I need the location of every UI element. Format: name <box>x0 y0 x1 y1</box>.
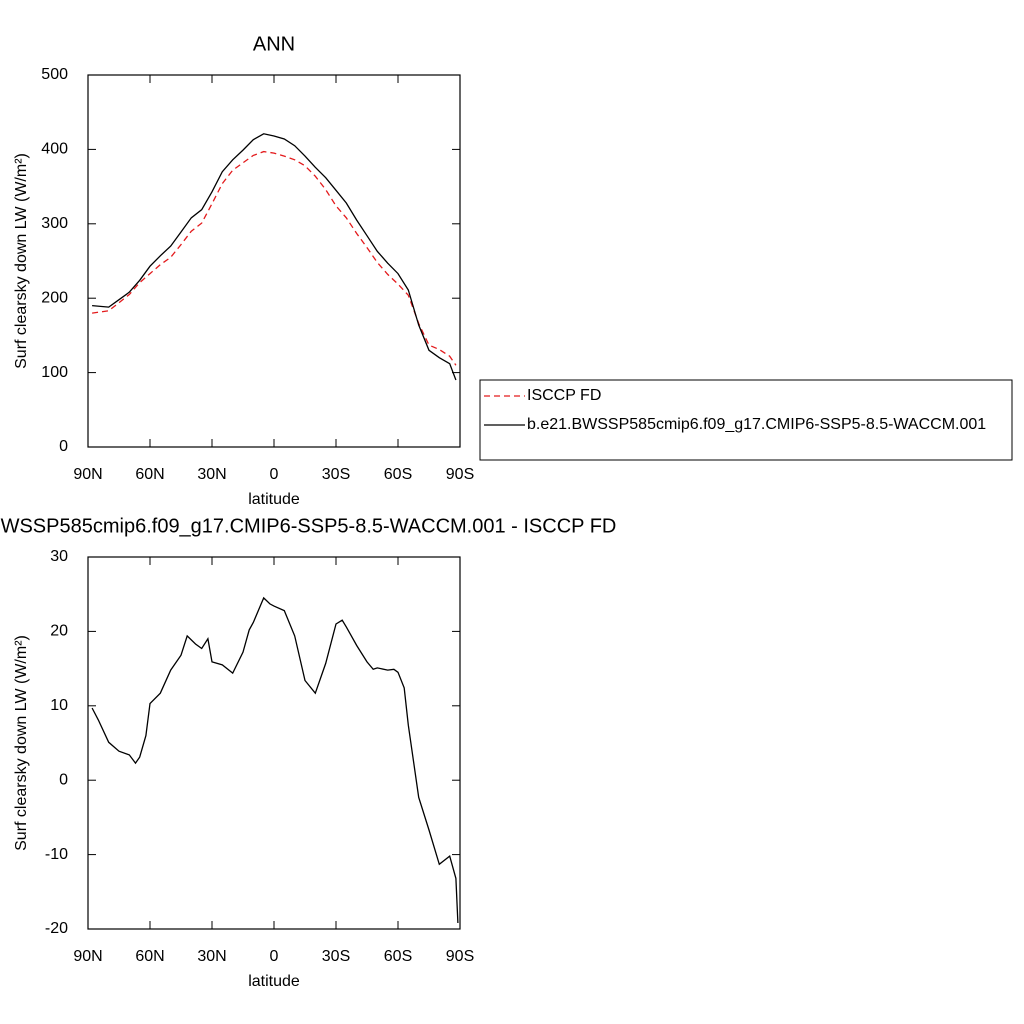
chart-title: b.e21.BWSSP585cmip6.f09_g17.CMIP6-SSP5-8… <box>0 515 616 537</box>
legend-label: b.e21.BWSSP585cmip6.f09_g17.CMIP6-SSP5-8… <box>527 416 986 433</box>
y-tick-label: -20 <box>45 920 68 937</box>
x-tick-label: 0 <box>270 466 279 483</box>
y-tick-label: 30 <box>50 548 68 565</box>
x-tick-label: 30S <box>322 466 350 483</box>
x-tick-label: 60N <box>135 948 164 965</box>
x-axis-label: latitude <box>248 491 300 508</box>
y-tick-label: -10 <box>45 846 68 863</box>
x-tick-label: 60N <box>135 466 164 483</box>
x-tick-label: 90S <box>446 948 474 965</box>
x-tick-label: 90S <box>446 466 474 483</box>
y-tick-label: 200 <box>41 289 68 306</box>
y-tick-label: 0 <box>59 771 68 788</box>
y-tick-label: 300 <box>41 215 68 232</box>
data-line <box>92 133 457 381</box>
y-axis-label: Surf clearsky down LW (W/m²) <box>13 635 30 851</box>
y-tick-label: 20 <box>50 623 68 640</box>
y-tick-label: 400 <box>41 141 68 158</box>
y-tick-label: 500 <box>41 66 68 83</box>
x-tick-label: 30N <box>197 466 226 483</box>
y-tick-label: 10 <box>50 697 68 714</box>
x-axis-label: latitude <box>248 973 300 990</box>
x-tick-label: 30S <box>322 948 350 965</box>
legend: ISCCP FD b.e21.BWSSP585cmip6.f09_g17.CMIP… <box>479 379 1013 461</box>
x-tick-label: 90N <box>73 466 102 483</box>
y-tick-label: 0 <box>59 438 68 455</box>
x-tick-label: 30N <box>197 948 226 965</box>
plot-frame <box>87 74 461 448</box>
x-tick-label: 60S <box>384 948 412 965</box>
x-tick-label: 60S <box>384 466 412 483</box>
y-axis-label: Surf clearsky down LW (W/m²) <box>13 153 30 369</box>
legend-label: ISCCP FD <box>527 387 601 404</box>
legend-frame <box>479 379 1013 461</box>
y-tick-label: 100 <box>41 364 68 381</box>
x-tick-label: 0 <box>270 948 279 965</box>
chart-title: ANN <box>253 33 295 55</box>
x-tick-label: 90N <box>73 948 102 965</box>
data-line <box>92 150 457 366</box>
data-line <box>91 596 459 924</box>
